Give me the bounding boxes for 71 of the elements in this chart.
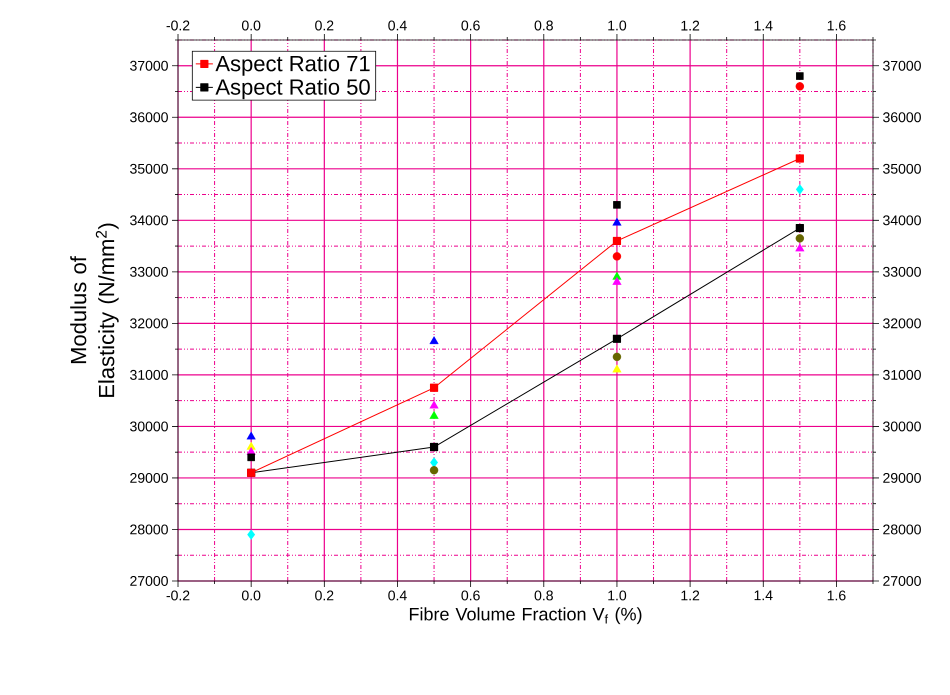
y-tick-label: 31000: [130, 370, 168, 380]
y2-tick-label: 35000: [883, 164, 921, 174]
x-tick-label: 1.2: [681, 590, 700, 600]
y2-tick-label: 27000: [883, 576, 921, 586]
point: [612, 218, 622, 226]
point: [795, 243, 804, 252]
point: [612, 364, 622, 372]
y2-tick-label: 37000: [883, 60, 921, 71]
x-tick-label: 0.0: [242, 590, 260, 600]
y-tick-label: 34000: [130, 215, 168, 226]
point: [430, 336, 439, 344]
y-tick-label: 28000: [130, 524, 168, 534]
x2-tick-label: 0.2: [315, 20, 334, 30]
point: [612, 236, 622, 246]
point: [247, 454, 255, 462]
x-tick-label: 0.6: [461, 590, 480, 600]
point: [796, 154, 804, 163]
x2-tick-label: -0.2: [166, 20, 190, 30]
x2-tick-label: 0.8: [534, 20, 553, 30]
y2-tick-label: 36000: [883, 112, 921, 122]
x-tick-label: 0.2: [315, 590, 334, 600]
y2-tick-label: 29000: [883, 472, 921, 483]
y-tick-label: 33000: [130, 266, 168, 277]
point: [613, 201, 621, 209]
point: [796, 72, 804, 80]
point: [430, 384, 438, 392]
x2-tick-label: 1.4: [754, 20, 773, 30]
x-tick-label: 1.0: [608, 590, 626, 600]
point: [430, 466, 438, 474]
y-tick-label: 36000: [130, 112, 168, 122]
point: [796, 224, 804, 232]
point: [612, 276, 622, 285]
y-tick-label: 35000: [130, 164, 168, 174]
point: [246, 432, 256, 440]
x2-tick-label: 0.0: [242, 20, 260, 30]
point: [796, 234, 804, 243]
point: [247, 529, 256, 540]
x2-tick-label: 0.6: [461, 20, 480, 30]
legend-label: Aspect Ratio 50: [215, 78, 370, 100]
x-tick-label: -0.2: [166, 590, 190, 600]
y2-tick-label: 34000: [883, 215, 921, 226]
y-tick-label: 30000: [130, 421, 168, 432]
y2-tick-label: 31000: [883, 370, 921, 380]
y2-tick-label: 32000: [883, 318, 921, 328]
y2-tick-label: 33000: [883, 266, 921, 277]
y-tick-label: 29000: [130, 472, 168, 483]
y-tick-label: 32000: [130, 318, 168, 328]
x-tick-label: 0.4: [388, 590, 407, 600]
y-axis-title: Modulus of Elasticity (N/mm$^{2}$): [70, 224, 119, 397]
point: [430, 457, 438, 468]
x-axis-title: Fibre Volume Fraction V$_{f}$ (%): [410, 607, 642, 624]
point: [612, 334, 622, 343]
x2-tick-label: 1.6: [828, 20, 846, 30]
point: [612, 252, 622, 261]
x2-tick-label: 1.2: [681, 20, 700, 30]
y2-tick-label: 28000: [883, 524, 921, 534]
x-tick-label: 0.8: [534, 590, 553, 600]
y-tick-label: 37000: [130, 60, 168, 71]
point: [796, 184, 804, 195]
y-tick-label: 27000: [130, 576, 168, 586]
x-tick-label: 1.4: [754, 590, 773, 600]
legend-label: Aspect Ratio 71: [215, 55, 370, 76]
x2-tick-label: 1.0: [608, 20, 626, 30]
point: [430, 442, 438, 452]
x2-tick-label: 0.4: [388, 20, 407, 30]
x-tick-label: 1.6: [828, 590, 846, 600]
point: [612, 352, 622, 362]
point: [430, 410, 439, 419]
point: [430, 400, 439, 409]
point: [796, 82, 804, 91]
y2-tick-label: 30000: [883, 421, 921, 432]
